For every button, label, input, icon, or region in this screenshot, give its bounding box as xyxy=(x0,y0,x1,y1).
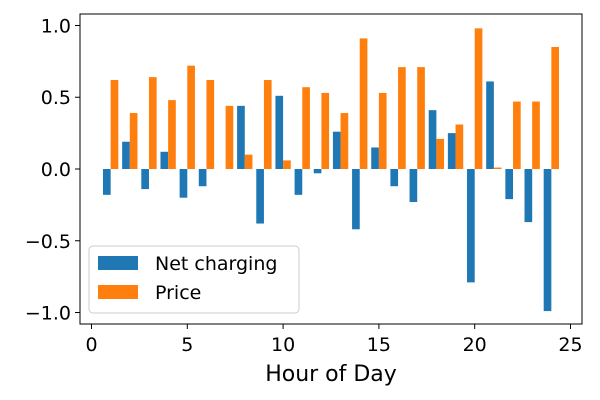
bar-price-23 xyxy=(532,101,540,169)
bar-net-charging-20 xyxy=(467,169,475,283)
bar-price-15 xyxy=(378,92,387,169)
bar-net-charging-22 xyxy=(505,169,514,200)
bar-net-charging-3 xyxy=(141,169,149,190)
bar-net-charging-16 xyxy=(390,169,399,187)
x-axis-title: Hour of Day xyxy=(265,362,397,387)
bar-net-charging-17 xyxy=(409,169,418,203)
bar-price-11 xyxy=(302,87,310,169)
y-tick-label: 0.0 xyxy=(41,159,71,181)
bar-net-charging-4 xyxy=(160,151,169,169)
y-tick-label: 1.0 xyxy=(41,15,71,37)
y-tick-label: −1.0 xyxy=(25,303,71,325)
bar-price-3 xyxy=(148,77,157,169)
legend-swatch-price xyxy=(98,285,138,299)
bar-net-charging-11 xyxy=(294,169,303,195)
legend-swatch-net-charging xyxy=(98,256,138,270)
bar-net-charging-24 xyxy=(543,169,552,312)
bar-price-21 xyxy=(493,167,502,169)
bar-net-charging-8 xyxy=(237,105,245,169)
bar-price-17 xyxy=(417,67,425,169)
bar-price-2 xyxy=(129,113,138,169)
bar-price-5 xyxy=(187,65,195,169)
bar-net-charging-18 xyxy=(428,110,437,169)
bar-price-6 xyxy=(206,80,215,169)
y-tick-label: −0.5 xyxy=(25,231,71,253)
bar-price-16 xyxy=(398,67,406,169)
bar-net-charging-1 xyxy=(102,169,111,195)
bar-price-12 xyxy=(321,92,330,169)
x-tick-label: 5 xyxy=(181,334,193,356)
bars-layer xyxy=(102,28,560,312)
bar-price-18 xyxy=(436,138,445,169)
bar-net-charging-23 xyxy=(524,169,533,223)
y-tick-label: 0.5 xyxy=(41,87,71,109)
legend-box xyxy=(88,245,300,314)
bar-price-7 xyxy=(225,105,234,169)
bar-price-4 xyxy=(168,100,176,169)
bar-net-charging-10 xyxy=(275,95,284,169)
bar-price-19 xyxy=(455,124,464,169)
x-tick-label: 10 xyxy=(271,334,295,356)
bar-price-22 xyxy=(513,101,521,169)
bar-price-20 xyxy=(474,28,483,169)
legend-label-price: Price xyxy=(155,282,201,304)
bar-price-1 xyxy=(110,80,119,169)
bar-net-charging-9 xyxy=(256,169,264,224)
y-axis: −1.0 −0.5 0.0 0.5 1.0 xyxy=(25,15,80,325)
legend: Net charging Price xyxy=(88,245,300,314)
bar-price-13 xyxy=(340,113,349,169)
bar-net-charging-6 xyxy=(198,169,207,187)
bar-price-14 xyxy=(359,38,368,169)
bar-net-charging-5 xyxy=(179,169,188,198)
legend-label-net-charging: Net charging xyxy=(155,253,277,275)
bar-net-charging-15 xyxy=(371,147,379,169)
x-tick-label: 20 xyxy=(463,334,487,356)
x-tick-label: 25 xyxy=(558,334,582,356)
bar-price-9 xyxy=(263,80,272,169)
bar-net-charging-21 xyxy=(486,81,494,169)
x-tick-label: 0 xyxy=(85,334,97,356)
bar-net-charging-14 xyxy=(352,169,360,230)
bar-price-24 xyxy=(551,47,560,169)
bar-price-10 xyxy=(283,160,291,169)
bar-price-8 xyxy=(244,154,253,169)
x-tick-label: 15 xyxy=(367,334,391,356)
bar-net-charging-13 xyxy=(332,131,341,169)
x-axis: 0 5 10 15 20 25 xyxy=(85,324,583,356)
bar-net-charging-19 xyxy=(447,133,456,169)
bar-net-charging-12 xyxy=(313,169,322,174)
bar-net-charging-2 xyxy=(122,141,130,169)
